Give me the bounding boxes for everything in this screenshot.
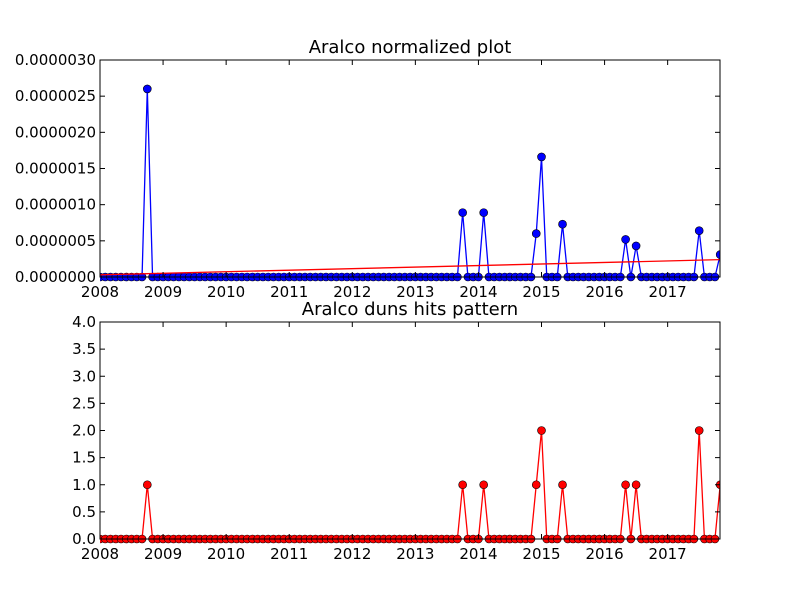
x-tick-label: 2016 <box>585 545 623 563</box>
data-point <box>558 480 567 490</box>
x-tick-label: 2010 <box>207 283 245 301</box>
x-tick-label: 2014 <box>459 283 497 301</box>
y-tick-label: 0.0000005 <box>15 232 96 250</box>
x-tick-label: 2017 <box>649 545 687 563</box>
data-point <box>558 219 567 229</box>
x-tick-label: 2013 <box>396 545 434 563</box>
data-point <box>621 480 630 490</box>
y-tick-label: 0.0000030 <box>15 51 96 69</box>
x-tick-label: 2012 <box>333 283 371 301</box>
data-point <box>531 229 541 238</box>
x-tick-label: 2015 <box>522 283 560 301</box>
chart-normalized-plot: Aralco normalized plot 0.00000000.000000… <box>15 37 721 301</box>
x-tick-label: 2008 <box>81 545 119 563</box>
y-tick-label: 1.5 <box>72 449 96 467</box>
data-point <box>458 208 467 217</box>
trend-line <box>100 258 720 276</box>
data-point <box>537 152 546 162</box>
x-tick-label: 2011 <box>270 283 308 301</box>
chart-duns-hits-pattern: Aralco duns hits pattern 0.0 0.5 1.0 1.5 2.0… <box>72 299 721 563</box>
plot-frame <box>99 59 721 278</box>
y-tick-label: 2.5 <box>72 394 96 412</box>
y-tick-label: 0.0000025 <box>15 87 96 105</box>
y-tick-label: 0.0000000 <box>15 268 96 286</box>
data-point <box>631 241 641 251</box>
y-tick-label: 3.0 <box>72 367 96 385</box>
x-tick-label: 2008 <box>81 283 119 301</box>
data-point <box>479 208 488 217</box>
data-point <box>715 250 720 259</box>
x-tick-label: 2014 <box>459 545 497 563</box>
x-tick-label: 2013 <box>396 283 434 301</box>
x-tick-label: 2011 <box>270 545 308 563</box>
data-point <box>621 235 630 244</box>
x-tick-label: 2017 <box>649 283 687 301</box>
data-point <box>531 480 541 490</box>
x-tick-label: 2009 <box>144 283 182 301</box>
x-tick-label: 2009 <box>144 545 182 563</box>
y-tick-label: 4.0 <box>72 313 96 331</box>
y-tick-label: 0.0000020 <box>15 123 96 141</box>
data-point <box>458 480 467 490</box>
x-tick-label: 2010 <box>207 545 245 563</box>
data-point <box>694 426 704 435</box>
chart-title: Aralco duns hits pattern <box>302 299 518 320</box>
data-point <box>479 480 488 490</box>
data-point <box>143 480 152 490</box>
y-tick-label: 2.0 <box>72 422 96 440</box>
y-tick-label: 0.5 <box>72 503 96 521</box>
data-point <box>631 480 641 490</box>
x-tick-label: 2015 <box>522 545 560 563</box>
y-tick-label: 3.5 <box>72 340 96 358</box>
y-tick-label: 0.0000010 <box>15 196 96 214</box>
chart-title: Aralco normalized plot <box>309 37 512 58</box>
y-tick-label: 0.0 <box>72 530 96 548</box>
y-axis-ticks: 0.0 0.5 1.0 1.5 2.0 2.5 3.0 3.5 4.0 <box>72 313 720 548</box>
y-axis-ticks: 0.0000000 0.0000005 0.0000010 0.0000015 0.00… <box>15 51 720 286</box>
y-tick-label: 0.0000015 <box>15 160 96 178</box>
x-axis-ticks: 2008 2009 2010 2011 2012 2013 2014 2015 2016 2017 <box>81 322 687 563</box>
x-axis-ticks: 2008 2009 2010 2011 2012 2013 2014 2015 2016 2017 <box>81 60 687 301</box>
data-point <box>694 226 704 236</box>
plot-frame <box>99 321 721 540</box>
y-tick-label: 1.0 <box>72 476 96 494</box>
x-tick-label: 2012 <box>333 545 371 563</box>
x-tick-label: 2016 <box>585 283 623 301</box>
data-point <box>143 84 152 94</box>
data-point <box>537 426 546 435</box>
